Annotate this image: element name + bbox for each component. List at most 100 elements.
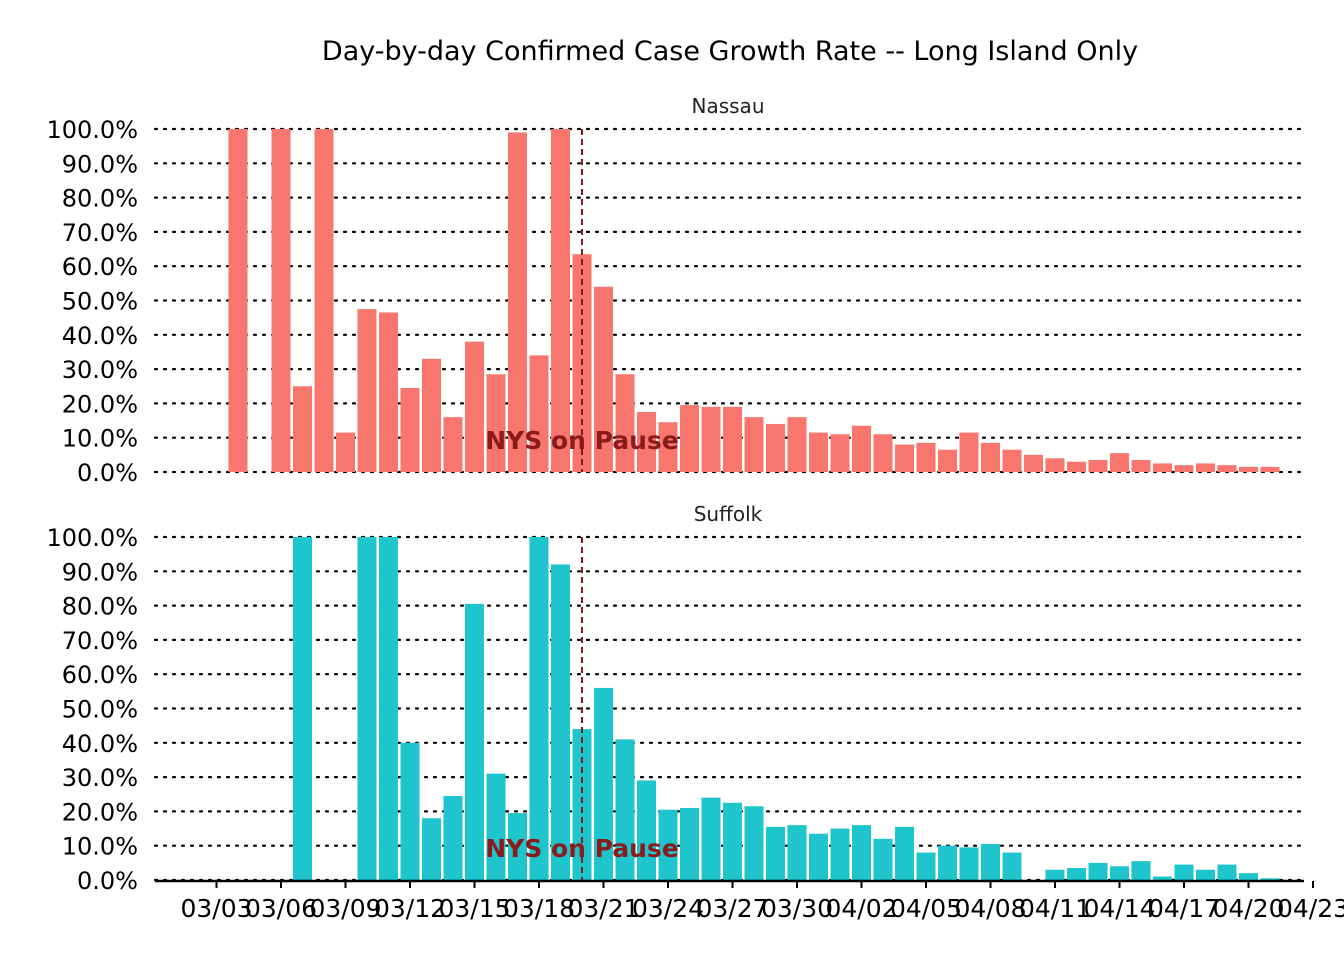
- bar-suffolk-04-21: [1260, 878, 1280, 880]
- bar-suffolk-03-24: [658, 809, 678, 880]
- bar-suffolk-04-20: [1239, 873, 1258, 880]
- bar-suffolk-04-01: [830, 828, 850, 880]
- bar-nassau-04-13: [1088, 459, 1108, 472]
- bar-suffolk-03-21: [594, 687, 613, 880]
- x-tick-label: 04/05: [890, 894, 962, 923]
- bar-nassau-03-19: [551, 129, 570, 472]
- bar-nassau-03-10: [357, 309, 377, 472]
- bar-nassau-03-24: [658, 422, 678, 472]
- bar-nassau-04-07: [959, 432, 979, 472]
- bar-suffolk-03-20: [572, 729, 592, 880]
- bar-suffolk-03-07: [293, 537, 312, 880]
- bar-suffolk-03-22: [615, 739, 635, 880]
- bar-nassau-03-06: [271, 129, 291, 472]
- bar-suffolk-04-16: [1153, 876, 1172, 880]
- bar-suffolk-04-13: [1088, 862, 1108, 880]
- bar-suffolk-04-14: [1110, 866, 1129, 880]
- panel-nassau: Nassau 0.0% 10.0% 20.0% 30.0% 40.0% 50.0% 60.0%…: [46, 94, 1302, 487]
- bar-nassau-03-18: [529, 355, 549, 472]
- bar-suffolk-03-13: [422, 818, 441, 880]
- y-tick-label: 90.0%: [62, 150, 138, 178]
- chart-title: Day-by-day Confirmed Case Growth Rate --…: [322, 36, 1138, 67]
- bar-suffolk-04-04: [895, 826, 914, 880]
- bar-nassau-04-03: [873, 434, 893, 472]
- bar-nassau-04-10: [1024, 454, 1043, 472]
- bar-suffolk-03-28: [744, 806, 764, 880]
- bar-suffolk-04-18: [1196, 869, 1215, 880]
- y-tick-label: 60.0%: [62, 253, 138, 281]
- bar-suffolk-03-26: [701, 797, 721, 880]
- bar-suffolk-04-11: [1045, 869, 1065, 880]
- bar-nassau-03-15: [465, 341, 484, 472]
- pause-annotation: NYS on Pause: [485, 834, 679, 863]
- bar-suffolk-03-18: [529, 537, 549, 880]
- x-tick-label: 03/18: [503, 894, 575, 923]
- y-tick-label: 0.0%: [77, 459, 138, 487]
- y-tick-label: 20.0%: [62, 390, 138, 418]
- bar-nassau-03-07: [293, 386, 312, 472]
- bar-nassau-04-02: [852, 425, 871, 472]
- x-tick-label: 03/24: [632, 894, 704, 923]
- bar-nassau-03-11: [379, 312, 398, 472]
- y-tick-label: 50.0%: [62, 288, 138, 316]
- y-tick-label: 80.0%: [62, 185, 138, 213]
- bar-nassau-04-20: [1239, 466, 1258, 472]
- bar-nassau-04-17: [1174, 465, 1194, 472]
- x-tick-label: 03/27: [696, 894, 768, 923]
- x-tick-label: 03/03: [180, 894, 252, 923]
- bar-nassau-03-23: [637, 411, 656, 472]
- x-tick-label: 04/17: [1148, 894, 1220, 923]
- bar-suffolk-03-14: [443, 795, 463, 880]
- x-tick-label: 04/11: [1019, 894, 1091, 923]
- bar-nassau-04-18: [1196, 463, 1215, 472]
- y-tick-label: 100.0%: [46, 524, 138, 552]
- y-tick-label: 80.0%: [62, 593, 138, 621]
- bar-nassau-03-31: [809, 432, 828, 472]
- y-tick-label: 40.0%: [62, 322, 138, 350]
- panel-suffolk: Suffolk 0.0% 10.0% 20.0% 30.0% 40.0% 50.0% 60.0…: [46, 502, 1302, 895]
- bar-nassau-04-19: [1217, 465, 1237, 472]
- bar-nassau-03-26: [701, 406, 721, 472]
- bar-suffolk-04-12: [1067, 867, 1086, 880]
- y-tick-label: 30.0%: [62, 764, 138, 792]
- bar-nassau-03-28: [744, 417, 764, 472]
- bar-suffolk-04-02: [852, 825, 871, 880]
- bar-nassau-04-16: [1153, 463, 1172, 472]
- bar-nassau-03-27: [723, 406, 742, 472]
- bar-nassau-04-09: [1002, 449, 1022, 472]
- y-tick-label: 100.0%: [46, 116, 138, 144]
- bar-nassau-03-22: [615, 374, 635, 472]
- bar-suffolk-03-30: [787, 825, 807, 880]
- bar-nassau-04-14: [1110, 453, 1129, 472]
- x-tick-label: 03/06: [245, 894, 317, 923]
- x-tick-label: 04/14: [1083, 894, 1155, 923]
- bar-nassau-03-13: [422, 358, 441, 472]
- y-tick-label: 10.0%: [62, 833, 138, 861]
- bar-nassau-03-30: [787, 417, 807, 472]
- bar-nassau-04-08: [981, 442, 1000, 472]
- x-tick-label: 03/21: [567, 894, 639, 923]
- bar-nassau-04-12: [1067, 461, 1086, 472]
- bar-suffolk-04-19: [1217, 864, 1237, 880]
- bar-suffolk-03-31: [809, 833, 828, 880]
- bar-suffolk-04-05: [916, 852, 936, 880]
- x-tick-label: 04/20: [1212, 894, 1284, 923]
- x-tick-label: 03/09: [309, 894, 381, 923]
- bar-nassau-03-12: [400, 387, 420, 472]
- y-tick-label: 30.0%: [62, 356, 138, 384]
- y-tick-label: 40.0%: [62, 730, 138, 758]
- bar-suffolk-04-03: [873, 838, 893, 880]
- y-tick-label: 60.0%: [62, 661, 138, 689]
- x-tick-label: 04/23: [1277, 894, 1344, 923]
- x-tick-label: 03/15: [438, 894, 510, 923]
- x-tick-label: 04/02: [825, 894, 897, 923]
- y-tick-label: 20.0%: [62, 798, 138, 826]
- y-tick-label: 90.0%: [62, 558, 138, 586]
- y-tick-label: 70.0%: [62, 627, 138, 655]
- bar-nassau-03-17: [508, 132, 527, 472]
- bar-suffolk-03-12: [400, 742, 420, 880]
- bar-nassau-04-05: [916, 442, 936, 472]
- bar-suffolk-03-29: [766, 826, 785, 880]
- bar-nassau-04-06: [938, 449, 957, 472]
